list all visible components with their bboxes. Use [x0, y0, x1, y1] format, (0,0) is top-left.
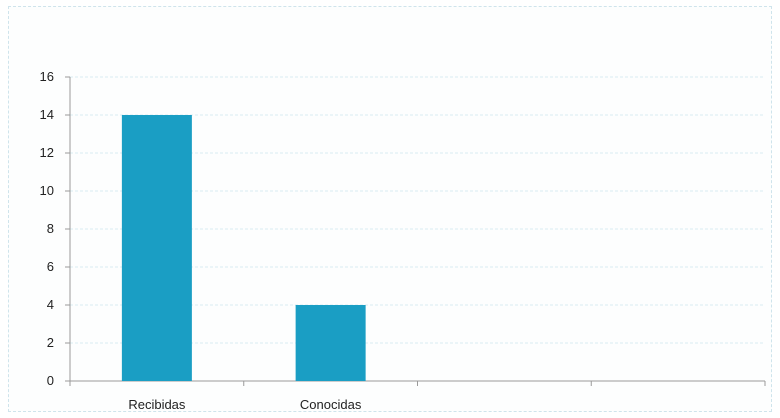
y-tick-label: 4: [47, 297, 54, 312]
y-tick-label: 0: [47, 373, 54, 388]
x-category-label: Conocidas: [300, 397, 362, 412]
y-tick-label: 14: [40, 107, 54, 122]
y-tick-label: 16: [40, 69, 54, 84]
y-tick-label: 10: [40, 183, 54, 198]
y-tick-label: 2: [47, 335, 54, 350]
bars: [121, 115, 366, 381]
y-tick-label: 8: [47, 221, 54, 236]
y-tick-label: 12: [40, 145, 54, 160]
x-category-label: Recibidas: [128, 397, 186, 412]
y-tick-label: 6: [47, 259, 54, 274]
y-tick-labels: 0 2 4 6 8 10 12 14 16: [40, 69, 54, 388]
bar-conocidas: [295, 305, 366, 381]
bar-recibidas: [121, 115, 192, 381]
x-category-labels: Recibidas Conocidas: [128, 397, 362, 412]
